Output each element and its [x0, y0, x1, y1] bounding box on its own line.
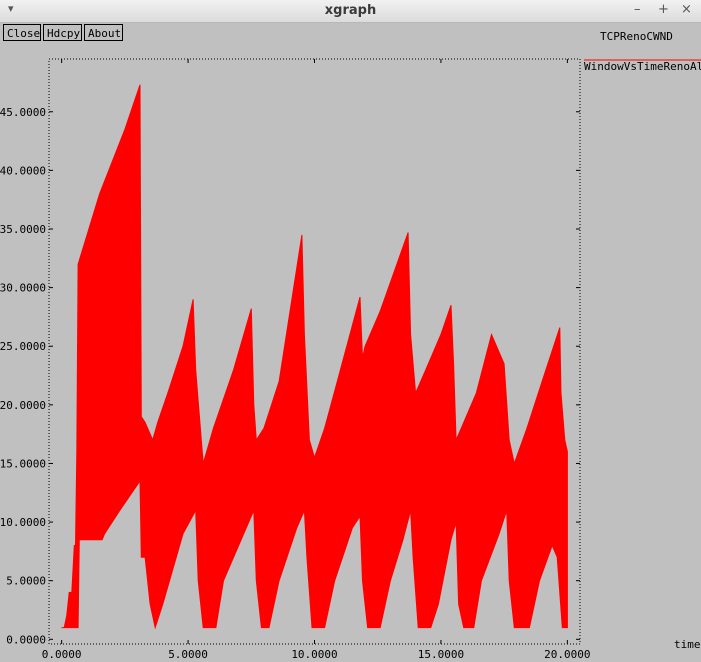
y-tick-label: 45.0000 — [0, 106, 46, 119]
minimize-icon[interactable]: – — [634, 2, 641, 17]
x-tick-label: 15.0000 — [418, 648, 464, 661]
y-tick-label: 25.0000 — [0, 340, 46, 353]
title-bar: ▾ xgraph – + × — [0, 0, 701, 23]
x-tick-label: 20.0000 — [544, 648, 590, 661]
x-axis-label: time — [674, 638, 701, 651]
maximize-icon[interactable]: + — [658, 2, 669, 17]
window-menu-icon[interactable]: ▾ — [8, 2, 14, 15]
close-button[interactable]: Close — [3, 24, 41, 41]
y-tick-label: 20.0000 — [0, 399, 46, 412]
x-tick-label: 10.0000 — [291, 648, 337, 661]
window-title: xgraph — [324, 3, 377, 18]
x-tick-label: 0.0000 — [42, 648, 82, 661]
hdcpy-button[interactable]: Hdcpy — [43, 24, 82, 41]
y-tick-label: 5.0000 — [6, 575, 46, 588]
close-window-icon[interactable]: × — [681, 2, 692, 17]
y-tick-label: 30.0000 — [0, 282, 46, 295]
series-area — [61, 84, 568, 630]
x-tick-label: 5.0000 — [168, 648, 208, 661]
chart-title: TCPRenoCWND — [600, 30, 673, 43]
legend-label: WindowVsTimeRenoAll — [584, 60, 701, 73]
y-tick-label: 15.0000 — [0, 457, 46, 470]
y-tick-label: 10.0000 — [0, 516, 46, 529]
y-tick-label: 0.0000 — [6, 633, 46, 646]
y-tick-label: 40.0000 — [0, 164, 46, 177]
about-button[interactable]: About — [84, 24, 123, 41]
y-tick-label: 35.0000 — [0, 223, 46, 236]
